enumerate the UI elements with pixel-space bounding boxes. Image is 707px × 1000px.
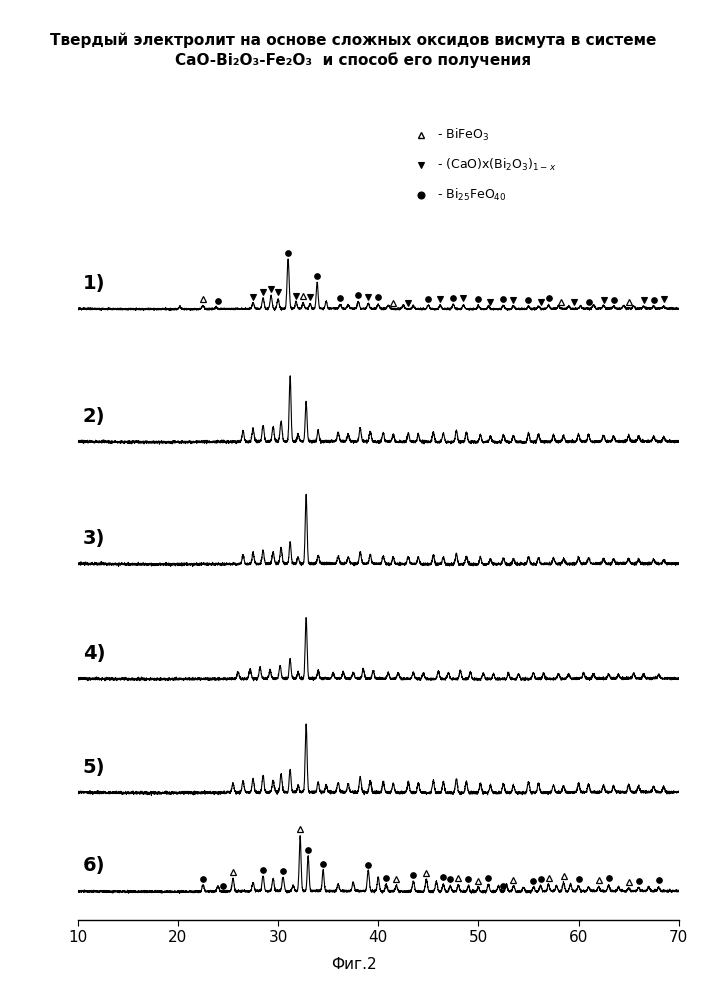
Text: Твердый электролит на основе сложных оксидов висмута в системе: Твердый электролит на основе сложных окс… (50, 32, 657, 47)
Text: 4): 4) (83, 644, 105, 663)
Text: - Bi$_{25}$FeO$_{40}$: - Bi$_{25}$FeO$_{40}$ (437, 187, 506, 203)
Text: 5): 5) (83, 758, 105, 777)
Text: CaO-Bi₂O₃-Fe₂O₃  и способ его получения: CaO-Bi₂O₃-Fe₂O₃ и способ его получения (175, 52, 532, 68)
Text: - (CaO)x(Bi$_2$O$_3$)$_{1-x}$: - (CaO)x(Bi$_2$O$_3$)$_{1-x}$ (437, 157, 556, 173)
Text: 3): 3) (83, 529, 105, 548)
Text: 1): 1) (83, 274, 105, 293)
Text: - BiFeO$_3$: - BiFeO$_3$ (437, 127, 489, 143)
Text: 2): 2) (83, 407, 105, 426)
Text: 6): 6) (83, 856, 105, 875)
Text: Фиг.2: Фиг.2 (331, 957, 376, 972)
